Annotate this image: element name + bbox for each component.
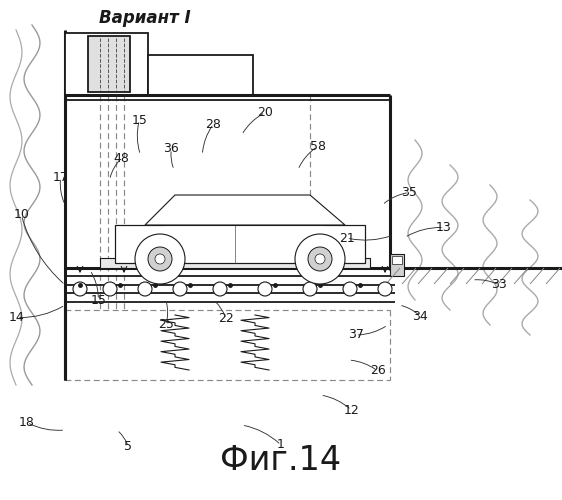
Text: 1: 1 — [277, 438, 285, 452]
Text: 14: 14 — [9, 311, 25, 324]
Circle shape — [213, 282, 227, 296]
Circle shape — [343, 282, 357, 296]
Text: 17: 17 — [53, 171, 69, 184]
Text: 12: 12 — [343, 404, 359, 416]
Circle shape — [378, 282, 392, 296]
Circle shape — [73, 282, 87, 296]
Bar — [390, 254, 404, 276]
Bar — [240, 200, 292, 222]
Text: 20: 20 — [257, 106, 273, 119]
Text: 13: 13 — [436, 221, 452, 234]
Text: 37: 37 — [348, 328, 364, 342]
Text: Вариант I: Вариант I — [99, 9, 191, 27]
Text: 18: 18 — [19, 416, 35, 429]
Circle shape — [258, 282, 272, 296]
Text: 33: 33 — [491, 278, 507, 291]
Circle shape — [138, 282, 152, 296]
Bar — [180, 200, 232, 222]
Text: 15: 15 — [90, 294, 106, 306]
Text: 36: 36 — [164, 142, 179, 156]
Circle shape — [303, 282, 317, 296]
Text: 21: 21 — [339, 232, 355, 244]
Text: 25: 25 — [158, 318, 174, 332]
Circle shape — [155, 254, 165, 264]
Circle shape — [148, 247, 172, 271]
Text: 35: 35 — [401, 186, 417, 199]
Text: 22: 22 — [218, 312, 234, 326]
Bar — [65, 33, 148, 95]
Polygon shape — [145, 195, 345, 225]
Circle shape — [295, 234, 345, 284]
Bar — [100, 258, 370, 268]
Circle shape — [103, 282, 117, 296]
Text: 15: 15 — [132, 114, 147, 126]
Circle shape — [315, 254, 325, 264]
Bar — [115, 225, 365, 263]
Circle shape — [173, 282, 187, 296]
Text: 58: 58 — [310, 140, 325, 153]
Bar — [148, 55, 253, 95]
Circle shape — [308, 247, 332, 271]
Bar — [88, 36, 130, 92]
Text: 26: 26 — [370, 364, 386, 378]
Bar — [392, 256, 402, 264]
Text: Фиг.14: Фиг.14 — [220, 444, 342, 476]
Text: 28: 28 — [206, 118, 221, 130]
Text: 48: 48 — [113, 152, 129, 166]
Circle shape — [135, 234, 185, 284]
Text: 5: 5 — [124, 440, 132, 453]
Text: 10: 10 — [13, 208, 29, 222]
Text: 34: 34 — [413, 310, 428, 323]
